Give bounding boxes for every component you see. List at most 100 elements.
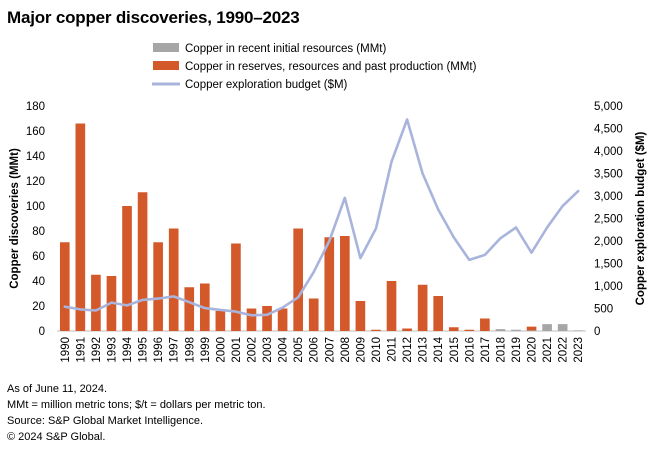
bar-initial bbox=[557, 324, 568, 331]
x-tick-label: 2003 bbox=[262, 337, 274, 363]
x-tick-label: 1995 bbox=[138, 337, 150, 363]
x-tick-label: 2021 bbox=[542, 337, 554, 363]
bar-reserves bbox=[122, 206, 132, 331]
y2-tick-label: 2,000 bbox=[594, 236, 623, 248]
x-tick-label: 2009 bbox=[355, 337, 367, 363]
y2-tick-label: 5,000 bbox=[594, 101, 623, 113]
x-tick-label: 2013 bbox=[418, 337, 430, 363]
bar-reserves bbox=[371, 329, 381, 331]
bar-initial bbox=[542, 324, 552, 331]
x-tick-label: 2004 bbox=[278, 336, 290, 362]
x-tick-label: 2010 bbox=[371, 337, 383, 363]
bar-reserves bbox=[324, 237, 335, 331]
x-tick-label: 1997 bbox=[169, 337, 181, 363]
legend-label: Copper exploration budget ($M) bbox=[185, 79, 348, 91]
bar-reserves bbox=[277, 308, 288, 331]
bar-reserves bbox=[308, 298, 319, 331]
bar-initial bbox=[495, 329, 506, 331]
bar-reserves bbox=[246, 308, 257, 331]
y-tick-label: 160 bbox=[26, 126, 45, 138]
y-tick-label: 120 bbox=[26, 176, 45, 188]
x-tick-label: 2014 bbox=[433, 336, 445, 362]
x-tick-label: 2006 bbox=[309, 337, 321, 363]
bar-reserves bbox=[386, 281, 397, 331]
y-tick-label: 20 bbox=[32, 301, 45, 313]
bar-reserves bbox=[417, 284, 428, 331]
legend-label: Copper in recent initial resources (MMt) bbox=[185, 43, 386, 55]
x-tick-label: 2023 bbox=[573, 337, 585, 363]
bars bbox=[59, 123, 584, 331]
x-tick-label: 1990 bbox=[60, 337, 72, 363]
legend-swatch-initial bbox=[153, 43, 179, 52]
bar-reserves bbox=[184, 287, 195, 331]
bar-reserves bbox=[293, 228, 303, 331]
y2-tick-label: 3,500 bbox=[594, 169, 623, 181]
y-tick-label: 40 bbox=[32, 276, 45, 288]
bar-reserves bbox=[340, 236, 350, 331]
footnote-units: MMt = million metric tons; $/t = dollars… bbox=[7, 399, 266, 411]
x-tick-label: 2005 bbox=[293, 337, 305, 363]
x-tick-label: 2000 bbox=[215, 337, 227, 363]
bar-reserves bbox=[153, 242, 163, 331]
bar-reserves bbox=[215, 311, 226, 331]
x-tick-label: 2017 bbox=[480, 337, 492, 363]
x-axis: 1990 1991 1992 1993 1994 1995 1996 1997 1998 1999… bbox=[60, 336, 585, 362]
bar-reserves bbox=[355, 301, 366, 331]
legend-swatch-reserves bbox=[153, 61, 179, 70]
bar-reserves bbox=[480, 318, 490, 331]
y2-tick-label: 4,000 bbox=[594, 146, 623, 158]
y2-tick-label: 0 bbox=[594, 326, 600, 338]
y2-tick-label: 2,500 bbox=[594, 214, 623, 226]
x-tick-label: 1998 bbox=[184, 337, 196, 363]
y2-tick-label: 3,000 bbox=[594, 191, 623, 203]
bar-reserves bbox=[262, 306, 272, 331]
y2-tick-label: 1,000 bbox=[594, 281, 623, 293]
x-tick-label: 2019 bbox=[511, 337, 523, 363]
bar-reserves bbox=[526, 326, 537, 331]
legend: Copper in recent initial resources (MMt)… bbox=[152, 43, 477, 91]
y-tick-label: 80 bbox=[32, 226, 45, 238]
x-tick-label: 2001 bbox=[231, 337, 243, 363]
y2-tick-label: 1,500 bbox=[594, 259, 623, 271]
bar-reserves bbox=[137, 192, 148, 331]
y2-tick-label: 500 bbox=[594, 304, 613, 316]
y-axis-right: 0 500 1,000 1,500 2,000 2,500 3,000 3,500 4,000 4… bbox=[594, 101, 623, 338]
legend-label: Copper in reserves, resources and past p… bbox=[185, 61, 477, 73]
y-tick-label: 60 bbox=[32, 251, 45, 263]
x-tick-label: 1993 bbox=[107, 337, 119, 363]
x-tick-label: 2007 bbox=[324, 337, 336, 363]
bar-initial bbox=[526, 330, 537, 331]
y2-axis-title: Copper exploration budget ($M) bbox=[635, 131, 647, 305]
bar-initial bbox=[573, 330, 584, 331]
x-tick-label: 1992 bbox=[91, 337, 103, 363]
x-tick-label: 1994 bbox=[122, 336, 134, 362]
line-exploration-budget bbox=[63, 118, 580, 317]
x-tick-label: 2020 bbox=[527, 337, 539, 363]
bar-reserves bbox=[59, 242, 70, 331]
bar-reserves bbox=[91, 274, 101, 331]
bar-reserves bbox=[448, 327, 459, 331]
y-tick-label: 100 bbox=[26, 201, 45, 213]
x-tick-label: 2008 bbox=[340, 337, 352, 363]
footnote-copyright: © 2024 S&P Global. bbox=[7, 431, 106, 443]
x-tick-label: 2022 bbox=[558, 337, 570, 363]
x-tick-label: 2016 bbox=[464, 337, 476, 363]
x-tick-label: 2011 bbox=[387, 337, 399, 362]
y-axis-left: 0 20 40 60 80 100 120 140 160 180 bbox=[26, 101, 45, 338]
x-tick-label: 2012 bbox=[402, 337, 414, 363]
x-tick-label: 2018 bbox=[495, 337, 507, 363]
chart-title: Major copper discoveries, 1990–2023 bbox=[7, 8, 300, 27]
chart: Copper in recent initial resources (MMt)… bbox=[9, 43, 647, 363]
x-tick-label: 2002 bbox=[247, 337, 259, 363]
footnotes: As of June 11, 2024. MMt = million metri… bbox=[7, 381, 266, 445]
y-axis-title: Copper discoveries (MMt) bbox=[9, 148, 21, 289]
x-tick-label: 1996 bbox=[153, 337, 165, 363]
y-tick-label: 0 bbox=[39, 326, 45, 338]
y-tick-label: 180 bbox=[26, 101, 45, 113]
bar-reserves bbox=[402, 328, 412, 331]
bar-reserves bbox=[75, 123, 86, 331]
x-tick-label: 1999 bbox=[200, 337, 212, 363]
footnote-source: Source: S&P Global Market Intelligence. bbox=[7, 415, 204, 427]
bar-initial bbox=[511, 329, 521, 331]
y-tick-label: 140 bbox=[26, 151, 45, 163]
